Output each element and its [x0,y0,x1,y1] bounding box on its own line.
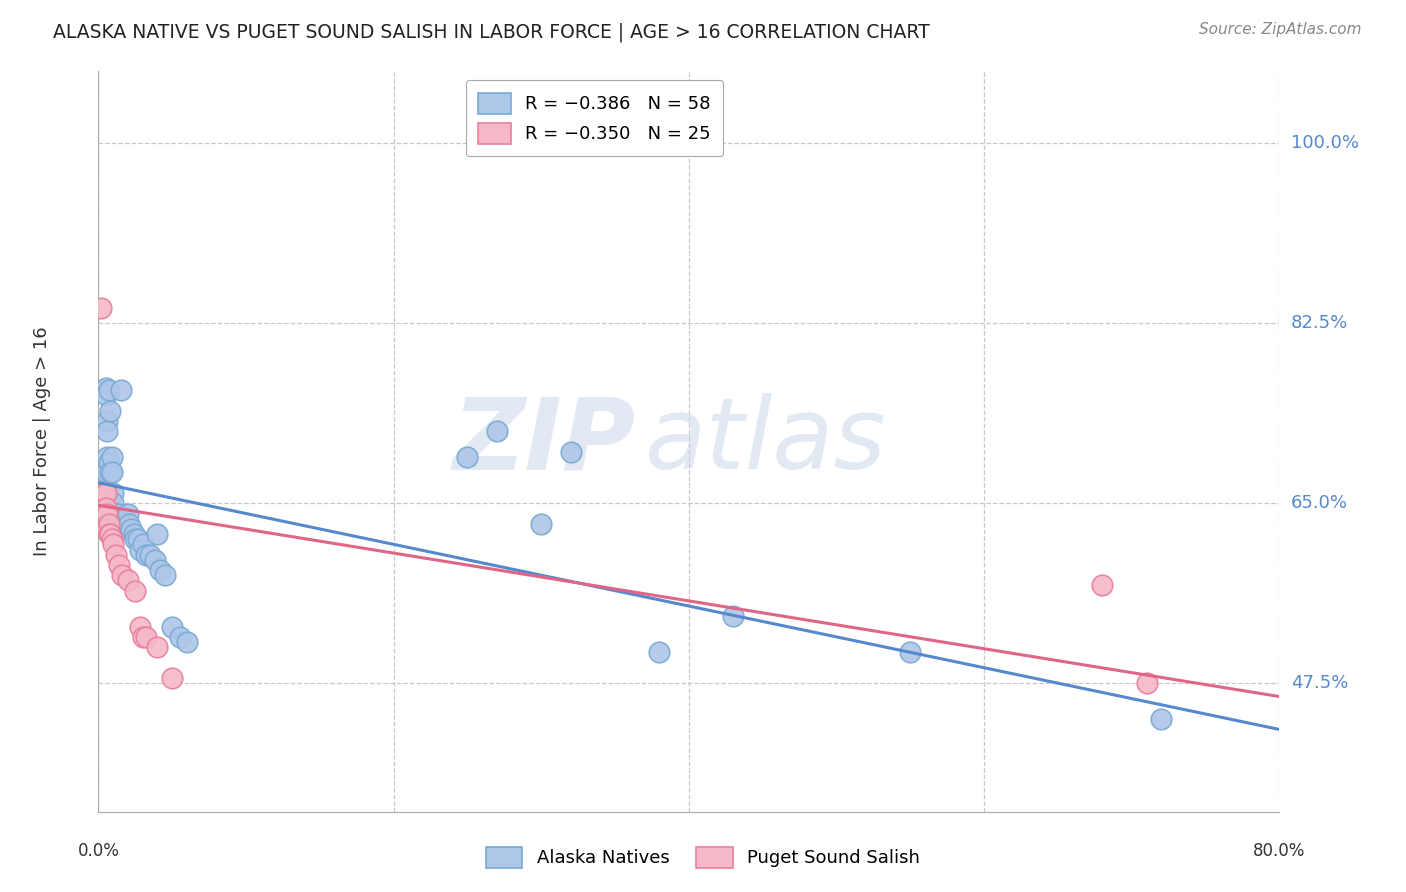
Point [112,522,135,536]
Point [103,486,125,500]
Point [100,533,122,547]
Point [149,563,172,577]
Point [127,533,149,547]
Point [153,568,176,582]
Point [117,507,139,521]
Point [98,466,121,480]
Point [90,301,112,315]
Point [120,522,142,536]
Point [94,381,117,395]
Point [97,516,120,531]
Point [90,486,112,500]
Point [97,383,120,397]
Point [94,466,117,480]
Legend: R = −0.386   N = 58, R = −0.350   N = 25: R = −0.386 N = 58, R = −0.350 N = 25 [465,80,723,156]
Point [118,516,141,531]
Point [648,645,671,659]
Point [96,507,118,521]
Text: In Labor Force | Age > 16: In Labor Force | Age > 16 [32,326,51,557]
Point [105,507,128,521]
Point [108,511,131,525]
Point [96,424,118,438]
Point [1150,712,1173,726]
Text: atlas: atlas [645,393,887,490]
Point [90,491,112,505]
Text: 80.0%: 80.0% [1253,842,1306,860]
Point [105,548,128,562]
Point [1091,578,1114,592]
Text: ALASKA NATIVE VS PUGET SOUND SALISH IN LABOR FORCE | AGE > 16 CORRELATION CHART: ALASKA NATIVE VS PUGET SOUND SALISH IN L… [53,22,931,42]
Point [114,511,136,525]
Point [93,486,115,500]
Point [93,507,115,521]
Point [91,496,114,510]
Text: 100.0%: 100.0% [1291,135,1358,153]
Text: 47.5%: 47.5% [1291,674,1348,692]
Point [96,414,118,428]
Point [132,630,155,644]
Point [124,533,146,547]
Point [96,450,118,464]
Point [104,507,127,521]
Point [111,516,134,531]
Point [1136,676,1159,690]
Point [100,466,122,480]
Text: 0.0%: 0.0% [77,842,120,860]
Point [530,516,553,531]
Point [111,568,134,582]
Point [900,645,922,659]
Point [91,488,114,502]
Point [110,383,132,397]
Point [162,671,183,685]
Point [128,619,150,633]
Point [135,548,157,562]
Point [94,501,117,516]
Point [91,474,114,488]
Text: ZIP: ZIP [453,393,636,490]
Point [107,507,129,521]
Point [117,574,139,588]
Text: 65.0%: 65.0% [1291,494,1347,512]
Text: Source: ZipAtlas.com: Source: ZipAtlas.com [1198,22,1361,37]
Point [93,501,115,516]
Point [143,553,166,567]
Point [723,609,745,624]
Point [97,455,120,469]
Point [135,630,157,644]
Point [169,630,191,644]
Point [176,635,198,649]
Point [98,527,121,541]
Point [96,522,118,536]
Point [103,496,125,510]
Point [146,527,169,541]
Point [128,542,150,557]
Point [91,481,114,495]
Point [486,424,509,438]
Point [93,486,115,500]
Point [94,388,117,402]
Point [146,640,169,655]
Point [162,619,183,633]
Point [90,479,112,493]
Point [108,558,131,572]
Point [124,583,146,598]
Point [94,486,117,500]
Point [560,445,582,459]
Point [100,450,122,464]
Point [93,475,115,490]
Point [103,537,125,551]
Point [93,496,115,510]
Point [139,548,162,562]
Point [122,527,145,541]
Legend: Alaska Natives, Puget Sound Salish: Alaska Natives, Puget Sound Salish [475,836,931,879]
Point [97,527,120,541]
Point [457,450,479,464]
Text: 82.5%: 82.5% [1291,314,1348,333]
Point [98,403,121,417]
Point [132,537,155,551]
Point [94,486,117,500]
